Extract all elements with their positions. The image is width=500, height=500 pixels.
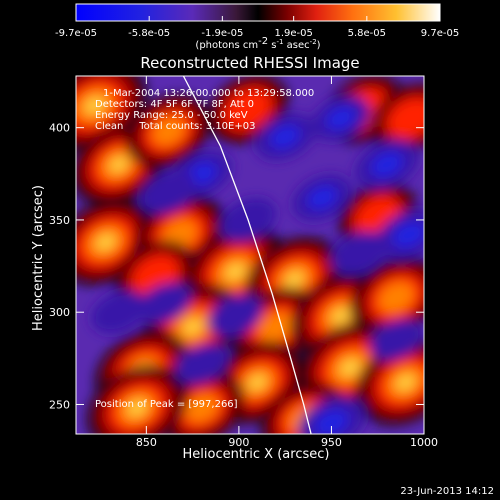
heatmap-hot-blob [331, 307, 351, 325]
heatmap-hot-blob [185, 394, 219, 423]
heatmap-hot-blob [96, 233, 116, 251]
heatmap-cold-blob [140, 170, 197, 215]
heatmap-cold-core [270, 125, 301, 149]
heatmap-cold-blob [369, 319, 423, 361]
colorbar-tick-label: 5.8e-05 [348, 28, 386, 39]
info-line: Clean Total counts: 3.10E+03 [95, 121, 255, 132]
info-line: Detectors: 4F 5F 6F 7F 8F, Att 0 [95, 99, 254, 110]
x-tick-label: 900 [228, 436, 249, 449]
y-axis-label: Heliocentric Y (arcsec) [31, 185, 46, 331]
heatmap-cold-core [326, 107, 356, 130]
info-line: 1-Mar-2004 13:26:00.000 to 13:29:58.000 [103, 88, 314, 99]
colorbar-tick-label: 1.9e-05 [274, 28, 312, 39]
footer-date: 23-Jun-2013 14:12 [400, 486, 494, 497]
info-line: Energy Range: 25.0 - 50.0 keV [95, 110, 248, 121]
heatmap-hot-blob [395, 374, 416, 391]
heatmap-hot-blob [339, 358, 360, 377]
heatmap-field [76, 76, 424, 434]
y-tick-label: 250 [49, 398, 70, 411]
colorbar-gradient [76, 4, 440, 21]
heatmap-hot-blob [109, 156, 128, 173]
colorbar-tick-label: -1.9e-05 [201, 28, 243, 39]
heatmap-image [76, 76, 424, 434]
heatmap-cold-core [371, 152, 403, 177]
heatmap-hot-blob [378, 282, 414, 313]
y-tick-label: 300 [49, 306, 70, 319]
heatmap-hot-blob [127, 399, 147, 417]
colorbar-ticks: -9.7e-05 -5.8e-05 -1.9e-05 1.9e-05 5.8e-05 9.… [55, 16, 459, 39]
plot-frame [75, 75, 425, 435]
x-tick-label: 1000 [410, 436, 438, 449]
heatmap-hot-blob [84, 96, 105, 115]
heatmap-hot-blob [248, 374, 267, 391]
colorbar-tick-label: -9.7e-05 [55, 28, 97, 39]
heatmap-cold-blob [330, 231, 388, 276]
axis-ticks: 850 900 950 1000 250 300 350 400 [49, 76, 438, 449]
x-tick-label: 950 [321, 436, 342, 449]
colorbar-unit: (photons cm-2 s-1 asec-2) [195, 36, 320, 51]
heatmap-cold-blob [207, 294, 263, 338]
chart-title: Reconstructed RHESSI Image [140, 54, 359, 72]
colorbar-tick-label: 9.7e-05 [421, 28, 459, 39]
peak-position-label: Position of Peak = [997,266] [95, 399, 238, 410]
heatmap-cold-core [307, 186, 338, 210]
colorbar-frame [75, 3, 441, 22]
colorbar: -9.7e-05 -5.8e-05 -1.9e-05 1.9e-05 5.8e-05 9.… [55, 3, 459, 51]
heatmap-cold-blob [91, 290, 147, 334]
x-tick-label: 850 [136, 436, 157, 449]
heatmap-hot-blob [258, 312, 294, 342]
heatmap-hot-blob [285, 270, 304, 288]
heatmap-cold-blob [175, 343, 229, 385]
y-tick-label: 350 [49, 214, 70, 227]
observation-info: 1-Mar-2004 13:26:00.000 to 13:29:58.000D… [95, 88, 314, 132]
x-axis-label: Heliocentric X (arcsec) [183, 447, 330, 462]
solar-limb-line [182, 76, 312, 434]
colorbar-tick-label: -5.8e-05 [128, 28, 170, 39]
heatmap-hot-blob [225, 262, 246, 281]
heatmap-cold-core [314, 409, 349, 434]
heatmap-hot-blob [387, 98, 424, 139]
heatmap-hot-blob [183, 318, 203, 336]
heatmap-cold-core [392, 221, 424, 248]
heatmap-hot-blob [225, 89, 272, 130]
y-tick-label: 400 [49, 122, 70, 135]
heatmap-cold-blob [138, 282, 192, 324]
heatmap-hot-blob [152, 117, 185, 146]
